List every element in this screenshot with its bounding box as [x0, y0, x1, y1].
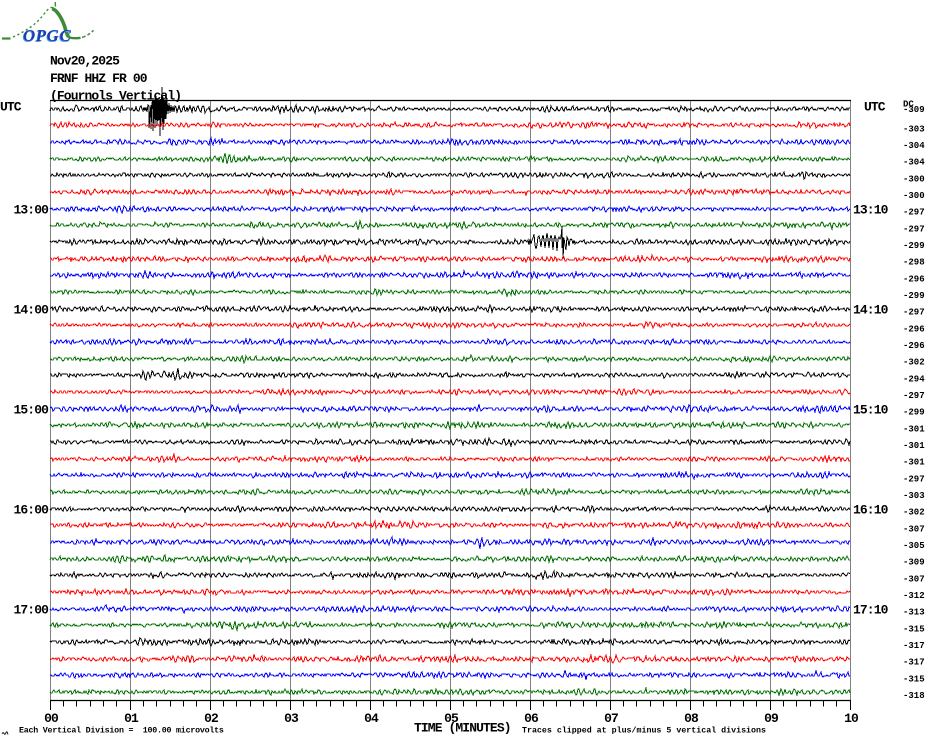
svg-text:-297: -297 [903, 224, 925, 234]
svg-text:-302: -302 [903, 508, 925, 518]
svg-text:16:10: 16:10 [853, 503, 889, 518]
svg-text:Traces clipped at plus/minus 5: Traces clipped at plus/minus 5 vertical … [522, 726, 766, 736]
svg-text:-299: -299 [903, 241, 925, 251]
svg-text:TIME (MINUTES): TIME (MINUTES) [414, 721, 511, 736]
svg-text:OPGC: OPGC [22, 27, 70, 46]
svg-text:UTC: UTC [0, 100, 22, 115]
svg-text:-313: -313 [903, 608, 925, 618]
svg-text:-309: -309 [903, 558, 925, 568]
svg-text:-302: -302 [903, 358, 925, 368]
svg-text:-315: -315 [903, 624, 925, 634]
svg-text:-297: -297 [903, 208, 925, 218]
svg-text:16:00: 16:00 [13, 503, 49, 518]
svg-text:-309: -309 [903, 105, 925, 115]
svg-text:08: 08 [684, 711, 699, 726]
svg-text:OPGC: OPGC [23, 26, 71, 45]
svg-text:UTC: UTC [864, 100, 886, 115]
svg-text:02: 02 [204, 711, 219, 726]
svg-text:-297: -297 [903, 391, 925, 401]
svg-text:-299: -299 [903, 291, 925, 301]
svg-text:-307: -307 [903, 524, 925, 534]
svg-text:-312: -312 [903, 591, 925, 601]
svg-text:13:10: 13:10 [853, 203, 889, 218]
svg-text:03: 03 [284, 711, 299, 726]
svg-text:DC: DC [903, 100, 914, 110]
svg-text:-296: -296 [903, 341, 925, 351]
svg-text:Nov20,2025: Nov20,2025 [50, 53, 120, 68]
svg-text:15:10: 15:10 [853, 403, 889, 418]
svg-text:14:00: 14:00 [13, 303, 49, 318]
svg-text:07: 07 [604, 711, 618, 726]
svg-text:-297: -297 [903, 474, 925, 484]
svg-text:-303: -303 [903, 124, 925, 134]
svg-text:-301: -301 [903, 424, 925, 434]
svg-text:-300: -300 [903, 174, 925, 184]
svg-text:09: 09 [764, 711, 779, 726]
svg-text:-301: -301 [903, 458, 925, 468]
svg-text:-298: -298 [903, 258, 925, 268]
svg-text:-303: -303 [903, 491, 925, 501]
svg-text:13:00: 13:00 [13, 203, 49, 218]
svg-text:17:10: 17:10 [853, 603, 889, 618]
svg-text:-305: -305 [903, 541, 925, 551]
svg-text:FRNF HHZ FR 00: FRNF HHZ FR 00 [50, 71, 148, 86]
svg-text:14:10: 14:10 [853, 303, 889, 318]
svg-text:15:00: 15:00 [13, 403, 49, 418]
svg-text:10: 10 [844, 711, 859, 726]
svg-text:-299: -299 [903, 408, 925, 418]
svg-text:Each Vertical Division = 100.: Each Vertical Division = 100.00 microvol… [19, 726, 224, 736]
svg-text:(Fournols Vertical): (Fournols Vertical) [50, 88, 181, 103]
svg-text:-307: -307 [903, 574, 925, 584]
svg-text:-317: -317 [903, 641, 925, 651]
svg-text:-301: -301 [903, 441, 925, 451]
svg-text:-300: -300 [903, 191, 925, 201]
svg-text:04: 04 [364, 711, 379, 726]
svg-text:-315: -315 [903, 674, 925, 684]
svg-text:00: 00 [44, 711, 59, 726]
svg-text:-297: -297 [903, 308, 925, 318]
svg-text:-294: -294 [903, 374, 925, 384]
svg-text:06: 06 [524, 711, 539, 726]
svg-text:-317: -317 [903, 658, 925, 668]
svg-text:-304: -304 [903, 158, 925, 168]
svg-text:-318: -318 [903, 691, 925, 701]
svg-text:-296: -296 [903, 274, 925, 284]
svg-text:-304: -304 [903, 141, 925, 151]
svg-text:17:00: 17:00 [13, 603, 49, 618]
svg-text:-296: -296 [903, 324, 925, 334]
svg-text:01: 01 [124, 711, 139, 726]
svg-text:05: 05 [444, 711, 459, 726]
